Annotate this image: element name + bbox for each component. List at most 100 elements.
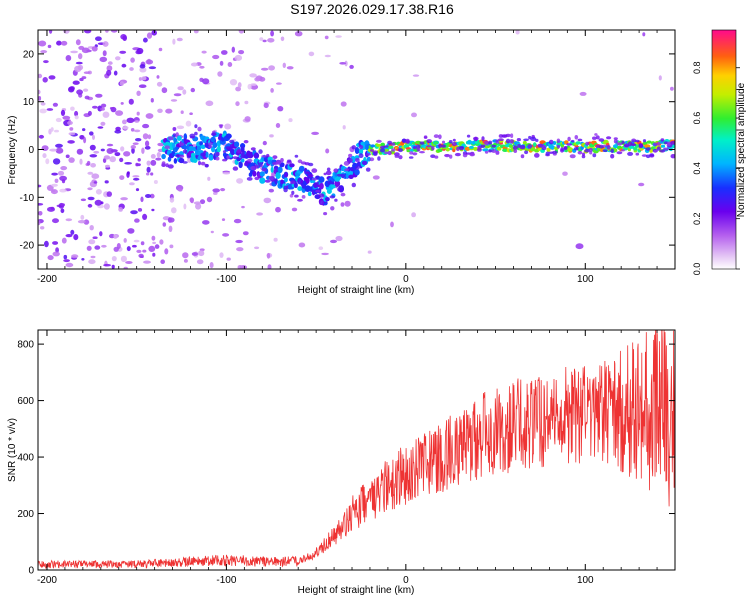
spectrogram-ridge-halo — [376, 139, 382, 143]
spectrogram-noise-cell — [344, 200, 351, 207]
spectrogram-ridge-halo — [660, 138, 665, 142]
spectrogram-ridge-cell — [646, 140, 652, 144]
spectrogram-ridge-halo — [519, 145, 526, 150]
spectrogram-ridge-cell — [173, 158, 178, 164]
spectrogram-ridge-halo — [438, 134, 442, 140]
spectrogram-noise-cell — [270, 88, 274, 93]
spectrogram-ridge-halo — [323, 212, 328, 216]
spectrogram-noise-cell — [156, 152, 161, 158]
spectrogram-noise-cell — [81, 258, 85, 261]
spectrogram-ridge-cell — [546, 147, 551, 152]
spectrogram-ridge-halo — [516, 138, 522, 142]
spectrogram-ridge-cell — [275, 172, 281, 179]
spectrogram-noise-cell — [138, 84, 147, 88]
spectrogram-ridge-halo — [649, 153, 655, 157]
spectrogram-ridge-cell — [274, 178, 278, 185]
spectrogram-noise-cell — [94, 245, 101, 250]
spectrogram-noise-cell — [222, 171, 231, 175]
spectrogram-noise-cell — [38, 134, 45, 139]
spectrogram-noise-cell — [60, 109, 66, 116]
spectrogram-ridge-cell — [234, 141, 240, 148]
spectrogram-ridge-cell — [370, 144, 376, 148]
spectrogram-noise-cell — [372, 175, 380, 180]
spectrogram-ridge-cell — [252, 170, 257, 177]
spectrogram-ridge-halo — [200, 152, 207, 157]
spectrogram-noise-cell — [92, 134, 95, 140]
spectrogram-noise-cell — [146, 172, 150, 176]
spec-ytick-label: 20 — [23, 49, 35, 60]
spectrogram-ridge-halo — [488, 149, 493, 153]
spectrogram-ridge-halo — [469, 152, 476, 157]
spectrogram-noise-cell — [141, 147, 145, 154]
spectrogram-ridge-halo — [204, 163, 209, 168]
spectrogram-ridge-cell — [334, 180, 341, 188]
spectrogram-noise-cell — [142, 133, 149, 140]
spectrogram-noise-cell — [125, 261, 133, 264]
spectrogram-noise-cell — [68, 157, 75, 163]
spectrogram-ridge-cell — [502, 148, 509, 152]
spectrogram-noise-cell — [130, 57, 135, 63]
spectrogram-ridge-cell — [238, 161, 243, 169]
spectrogram-ridge-cell — [354, 169, 360, 176]
spectrogram-ridge-halo — [563, 146, 568, 150]
spectrogram-ridge-halo — [347, 158, 353, 163]
spectrogram-noise-cell — [38, 89, 41, 95]
spectrogram-noise-cell — [38, 73, 43, 79]
spectrogram-noise-cell — [638, 182, 645, 187]
spectrogram-ridge-cell — [240, 145, 245, 153]
spectrogram-ridge-halo — [225, 146, 231, 150]
spectrogram-noise-cell — [137, 158, 141, 162]
spectrogram-ridge-cell — [522, 140, 527, 145]
spectrogram-ridge-halo — [369, 149, 374, 152]
spectrogram-ridge-halo — [167, 164, 174, 169]
spectrogram-noise-cell — [183, 203, 187, 210]
spectrogram-noise-cell — [43, 60, 49, 64]
spectrogram-noise-cell — [80, 214, 85, 220]
spectrogram-noise-cell — [114, 152, 121, 157]
spectrogram-noise-cell — [294, 31, 303, 37]
spectrogram-noise-cell — [340, 101, 347, 107]
spectrogram-ridge-halo — [527, 144, 532, 149]
spectrogram-noise-cell — [140, 196, 144, 203]
spectrogram-noise-cell — [236, 247, 244, 252]
spectrogram-noise-cell — [123, 151, 131, 157]
spectrogram-ridge-halo — [369, 157, 375, 162]
spectrogram-noise-cell — [41, 145, 49, 152]
spectrogram-ridge-halo — [588, 147, 593, 152]
spectrogram-ridge-halo — [548, 139, 554, 145]
spectrogram-noise-cell — [411, 212, 416, 218]
spectrogram-noise-cell — [176, 37, 183, 42]
spectrogram-ridge-halo — [524, 150, 529, 155]
spectrogram-noise-cell — [136, 249, 142, 253]
spectrogram-noise-cell — [142, 249, 147, 253]
spectrogram-ridge-halo — [652, 142, 658, 147]
spectrogram-noise-cell — [291, 207, 298, 212]
spectrogram-ridge-halo — [172, 127, 177, 131]
spectrogram-noise-cell — [191, 252, 198, 256]
spectrogram-noise-cell — [140, 241, 145, 246]
spectrogram-noise-cell — [139, 67, 147, 73]
spectrogram-noise-cell — [169, 244, 174, 249]
spectrogram-noise-cell — [308, 51, 315, 57]
spectrogram-ridge-cell — [345, 173, 349, 179]
snr-xtick-label: 100 — [577, 575, 594, 586]
spectrogram-ridge-halo — [627, 151, 634, 156]
spectrogram-noise-cell — [87, 187, 93, 191]
spectrogram-noise-cell — [120, 102, 124, 105]
spectrogram-ridge-cell — [183, 145, 188, 150]
spectrogram-ridge-halo — [466, 134, 471, 138]
spectrogram-noise-cell — [51, 172, 58, 176]
spectrogram-noise-cell — [100, 201, 104, 205]
spectrogram-noise-cell — [63, 254, 68, 260]
spectrogram-ridge-halo — [606, 136, 612, 140]
spectrogram-noise-cell — [135, 162, 139, 167]
spectrogram-noise-cell — [141, 76, 147, 81]
spectrogram-noise-cell — [201, 50, 207, 54]
spectrogram-noise-cell — [60, 203, 65, 207]
spectrogram-ridge-cell — [259, 177, 266, 184]
spectrogram-ridge-halo — [577, 150, 583, 155]
spectrogram-noise-cell — [335, 235, 343, 242]
spectrogram-ridge-halo — [419, 151, 425, 154]
spectrogram-noise-cell — [89, 154, 98, 158]
